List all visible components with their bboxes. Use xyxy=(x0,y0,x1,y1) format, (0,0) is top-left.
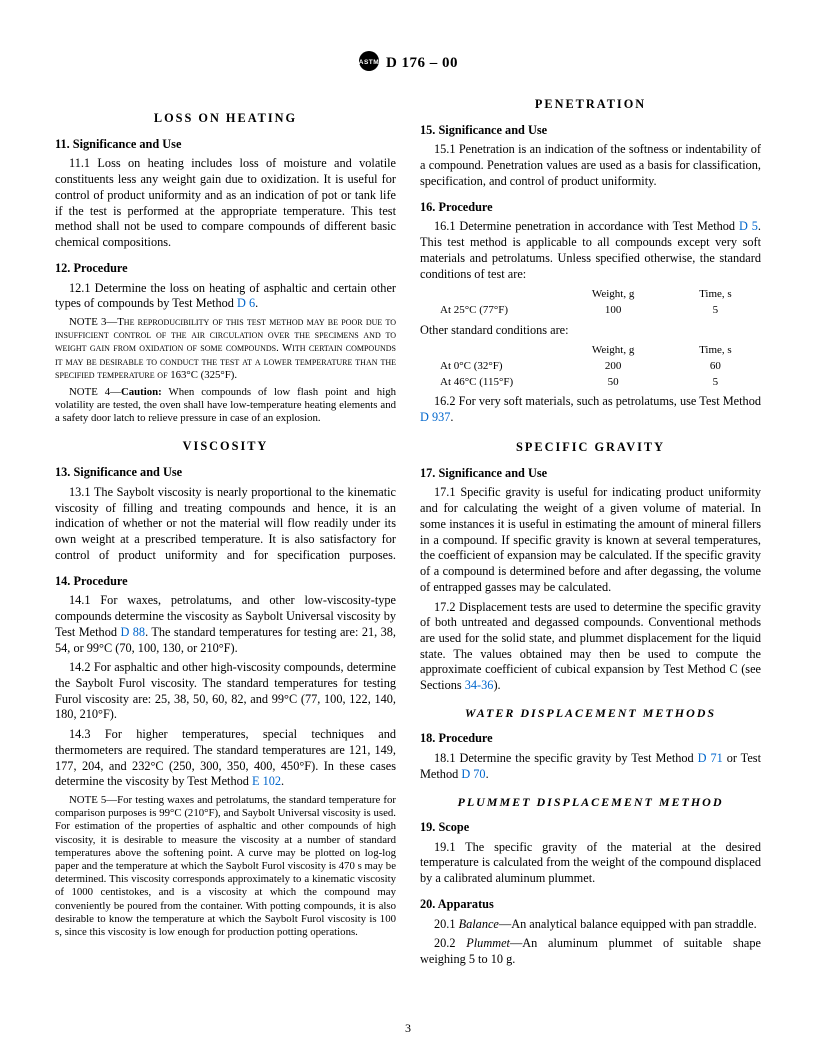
table-row: At 25°C (77°F) 100 5 xyxy=(420,302,761,318)
t1h1: Weight, g xyxy=(556,286,669,302)
link-e102[interactable]: E 102 xyxy=(252,774,281,788)
para-17-1: 17.1 Specific gravity is useful for indi… xyxy=(420,485,761,595)
page-number: 3 xyxy=(0,1021,816,1036)
link-34-36[interactable]: 34-36 xyxy=(465,678,494,692)
heading-16: 16. Procedure xyxy=(420,200,761,216)
para-15-1: 15.1 Penetration is an indication of the… xyxy=(420,142,761,189)
p143a: 14.3 For higher temperatures, special te… xyxy=(55,727,396,788)
designation: D 176 – 00 xyxy=(386,55,458,71)
para-16-2: 16.2 For very soft materials, such as pe… xyxy=(420,394,761,425)
p201b: —An analytical balance equipped with pan… xyxy=(499,917,757,931)
para-19-1: 19.1 The specific gravity of the materia… xyxy=(420,840,761,887)
link-d5[interactable]: D 5 xyxy=(739,219,758,233)
t2r0c0: At 0°C (32°F) xyxy=(420,358,556,374)
para-14-1: 14.1 For waxes, petrolatums, and other l… xyxy=(55,593,396,656)
p162b: . xyxy=(450,410,453,424)
content-columns: LOSS ON HEATING 11. Significance and Use… xyxy=(55,97,761,1017)
title-viscosity: VISCOSITY xyxy=(55,439,396,455)
para-16-1: 16.1 Determine penetration in accordance… xyxy=(420,219,761,282)
note-4-b: Caution: xyxy=(121,386,162,398)
t2h2: Time, s xyxy=(670,342,761,358)
note-4: NOTE 4—Caution: When compounds of low fl… xyxy=(55,386,396,426)
p162a: 16.2 For very soft materials, such as pe… xyxy=(434,394,761,408)
t1r0c0: At 25°C (77°F) xyxy=(420,302,556,318)
heading-13: 13. Significance and Use xyxy=(55,465,396,481)
p172b: ). xyxy=(493,678,500,692)
doc-header: ASTM D 176 – 00 xyxy=(55,50,761,77)
para-between-tables: Other standard conditions are: xyxy=(420,323,761,339)
heading-11: 11. Significance and Use xyxy=(55,137,396,153)
title-penetration: PENETRATION xyxy=(420,97,761,113)
p143b: . xyxy=(281,774,284,788)
p161a: 16.1 Determine penetration in accordance… xyxy=(434,219,739,233)
heading-18: 18. Procedure xyxy=(420,731,761,747)
para-20-1: 20.1 Balance—An analytical balance equip… xyxy=(420,917,761,933)
link-d937[interactable]: D 937 xyxy=(420,410,450,424)
p181a: 18.1 Determine the specific gravity by T… xyxy=(434,751,698,765)
title-specific-gravity: SPECIFIC GRAVITY xyxy=(420,440,761,456)
table-row: At 46°C (115°F) 50 5 xyxy=(420,374,761,390)
title-water-displacement: WATER DISPLACEMENT METHODS xyxy=(420,706,761,721)
heading-20: 20. Apparatus xyxy=(420,897,761,913)
para-14-2: 14.2 For asphaltic and other high-viscos… xyxy=(55,660,396,723)
heading-19: 19. Scope xyxy=(420,820,761,836)
para-12-1: 12.1 Determine the loss on heating of as… xyxy=(55,281,396,312)
p202a: 20.2 xyxy=(434,936,466,950)
table-row: At 0°C (32°F) 200 60 xyxy=(420,358,761,374)
heading-12: 12. Procedure xyxy=(55,261,396,277)
para-20-2: 20.2 Plummet—An aluminum plummet of suit… xyxy=(420,936,761,967)
para-18-1: 18.1 Determine the specific gravity by T… xyxy=(420,751,761,782)
link-d71[interactable]: D 71 xyxy=(698,751,723,765)
t2r1c2: 5 xyxy=(670,374,761,390)
t2h1: Weight, g xyxy=(556,342,669,358)
para-11-1: 11.1 Loss on heating includes loss of mo… xyxy=(55,156,396,250)
t1h2: Time, s xyxy=(670,286,761,302)
para-12-1a: 12.1 Determine the loss on heating of as… xyxy=(55,281,396,311)
t2r1c0: At 46°C (115°F) xyxy=(420,374,556,390)
heading-17: 17. Significance and Use xyxy=(420,466,761,482)
note-3: NOTE 3—The reproducibility of this test … xyxy=(55,316,396,382)
p181b: . xyxy=(486,767,489,781)
t2r0c2: 60 xyxy=(670,358,761,374)
link-d6[interactable]: D 6 xyxy=(237,296,255,310)
t1r0c1: 100 xyxy=(556,302,669,318)
title-loss-on-heating: LOSS ON HEATING xyxy=(55,111,396,127)
para-17-2: 17.2 Displacement tests are used to dete… xyxy=(420,600,761,694)
note-5: NOTE 5—For testing waxes and petrolatums… xyxy=(55,794,396,939)
heading-14: 14. Procedure xyxy=(55,574,396,590)
para-14-3: 14.3 For higher temperatures, special te… xyxy=(55,727,396,790)
heading-15: 15. Significance and Use xyxy=(420,123,761,139)
t2r1c1: 50 xyxy=(556,374,669,390)
table-conditions-2: Weight, g Time, s At 0°C (32°F) 200 60 A… xyxy=(420,342,761,390)
astm-logo-icon: ASTM xyxy=(358,50,380,77)
link-d88[interactable]: D 88 xyxy=(120,625,145,639)
link-d70[interactable]: D 70 xyxy=(461,767,485,781)
p201em: Balance xyxy=(459,917,499,931)
para-12-1b: . xyxy=(255,296,258,310)
note-3-text: NOTE 3—The reproducibility of this test … xyxy=(55,316,396,381)
t1r0c2: 5 xyxy=(670,302,761,318)
p201a: 20.1 xyxy=(434,917,459,931)
t2r0c1: 200 xyxy=(556,358,669,374)
p202em: Plummet xyxy=(466,936,510,950)
svg-text:ASTM: ASTM xyxy=(359,59,379,66)
table-conditions-1: Weight, g Time, s At 25°C (77°F) 100 5 xyxy=(420,286,761,318)
note-4-a: NOTE 4— xyxy=(69,386,121,398)
para-13-1: 13.1 The Saybolt viscosity is nearly pro… xyxy=(55,485,396,564)
title-plummet-displacement: PLUMMET DISPLACEMENT METHOD xyxy=(420,795,761,810)
